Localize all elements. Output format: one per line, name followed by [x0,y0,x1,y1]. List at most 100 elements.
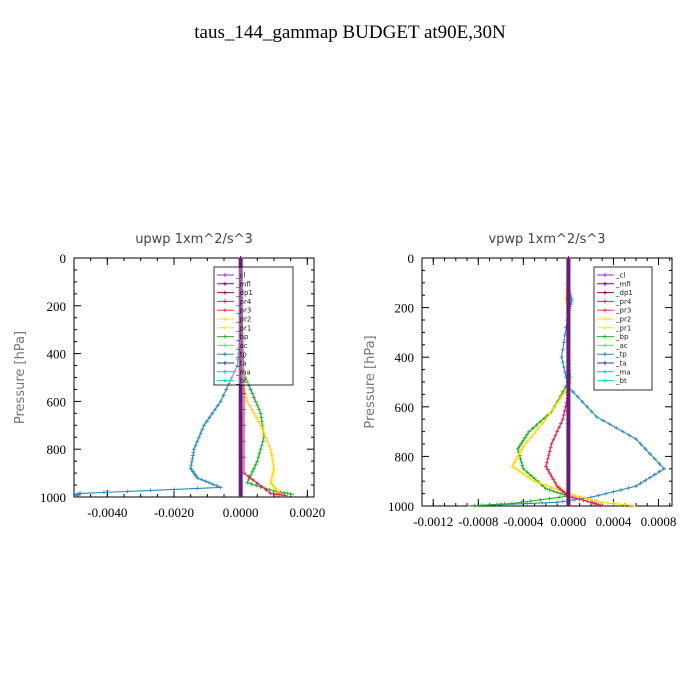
legend-label: _pr1 [235,324,251,332]
series-marker [557,495,562,500]
series-marker [264,488,269,493]
series-marker [648,475,653,480]
series-marker [543,417,548,422]
legend-label: _pr1 [615,324,631,332]
series-marker [555,500,560,505]
series-marker [561,365,566,370]
series-marker [551,406,556,411]
legend-label: _ma [615,368,631,376]
series-marker [190,453,195,458]
series-marker [561,413,566,418]
series-marker [252,411,256,416]
series-marker [192,447,196,452]
series-marker [254,483,259,488]
series-marker [585,499,590,504]
series-marker [190,456,195,461]
series-marker [626,486,631,491]
legend-marker [603,317,607,321]
series-marker [603,491,608,496]
y-tick-label: 600 [395,400,415,415]
series-marker [255,459,260,464]
legend-marker [223,273,227,277]
series-marker [605,500,610,505]
legend-marker [223,308,227,313]
series-marker [245,480,250,485]
series-marker [265,439,270,444]
legend-label: _bp [615,333,629,341]
legend-label: _pr4 [615,298,632,306]
series-marker [538,419,543,424]
legend-label: _pr2 [615,316,631,324]
series-marker [543,464,548,469]
series-marker [520,463,525,468]
series-marker [519,500,524,505]
series-marker [215,403,220,408]
y-tick-label: 400 [395,350,415,365]
series-marker [549,485,554,490]
legend-marker [603,308,607,313]
series-marker [525,439,530,444]
series-marker [588,500,593,505]
series-marker [600,500,605,505]
series-marker [519,460,524,465]
series-marker [207,415,212,420]
series-marker [270,473,275,478]
legend-marker [223,343,227,348]
series-marker [657,469,662,474]
series-marker [270,456,275,461]
y-tick-label: 800 [395,449,415,464]
series-marker [207,480,211,485]
series-marker [544,460,549,465]
series-marker [253,462,258,467]
series-marker [555,401,560,406]
series-marker [256,455,261,460]
series-marker [202,423,206,428]
series-marker [580,399,585,404]
series-marker [596,493,601,498]
legend-marker [603,334,607,339]
series-marker [263,435,268,440]
series-marker [195,475,200,480]
x-tick-label: -0.0012 [413,514,453,529]
series-marker [282,490,286,495]
legend-marker [603,299,607,304]
legend-label: _dp1 [235,289,253,297]
series-marker [627,433,632,438]
series-marker [643,478,648,483]
series-marker [570,495,575,500]
series-marker [538,481,543,486]
series-marker [583,495,588,500]
series-marker [545,456,550,461]
series-marker [246,474,251,479]
series-marker [598,503,603,508]
legend-marker [223,281,227,286]
legend-marker [223,325,227,330]
series-marker [257,407,261,412]
series-marker [553,433,558,438]
series-marker [511,461,516,466]
legend-label: _mfl [235,280,251,288]
y-axis-label: Pressure [hPa] [13,331,28,424]
series-marker [269,478,274,483]
series-marker [262,431,266,436]
series-marker [571,389,576,394]
series-marker [269,475,274,480]
series-marker [563,370,568,375]
legend-label: _bt [615,377,627,385]
series-marker [638,442,643,446]
series-marker [538,497,543,502]
series-marker [601,418,606,423]
series-marker [487,502,492,507]
y-tick-label: 0 [408,251,415,266]
series-marker [259,415,264,420]
series-marker [259,443,264,448]
series-marker [250,469,255,474]
series-marker [521,444,526,449]
legend: _cl_mfl_dp1_pr4_pr3_pr2_pr1_bp_ac_tp_ta_… [213,266,294,386]
series-marker [633,437,638,442]
series-marker [560,499,565,504]
series-marker [652,456,657,461]
series-marker [558,395,563,400]
series-marker [525,501,530,506]
